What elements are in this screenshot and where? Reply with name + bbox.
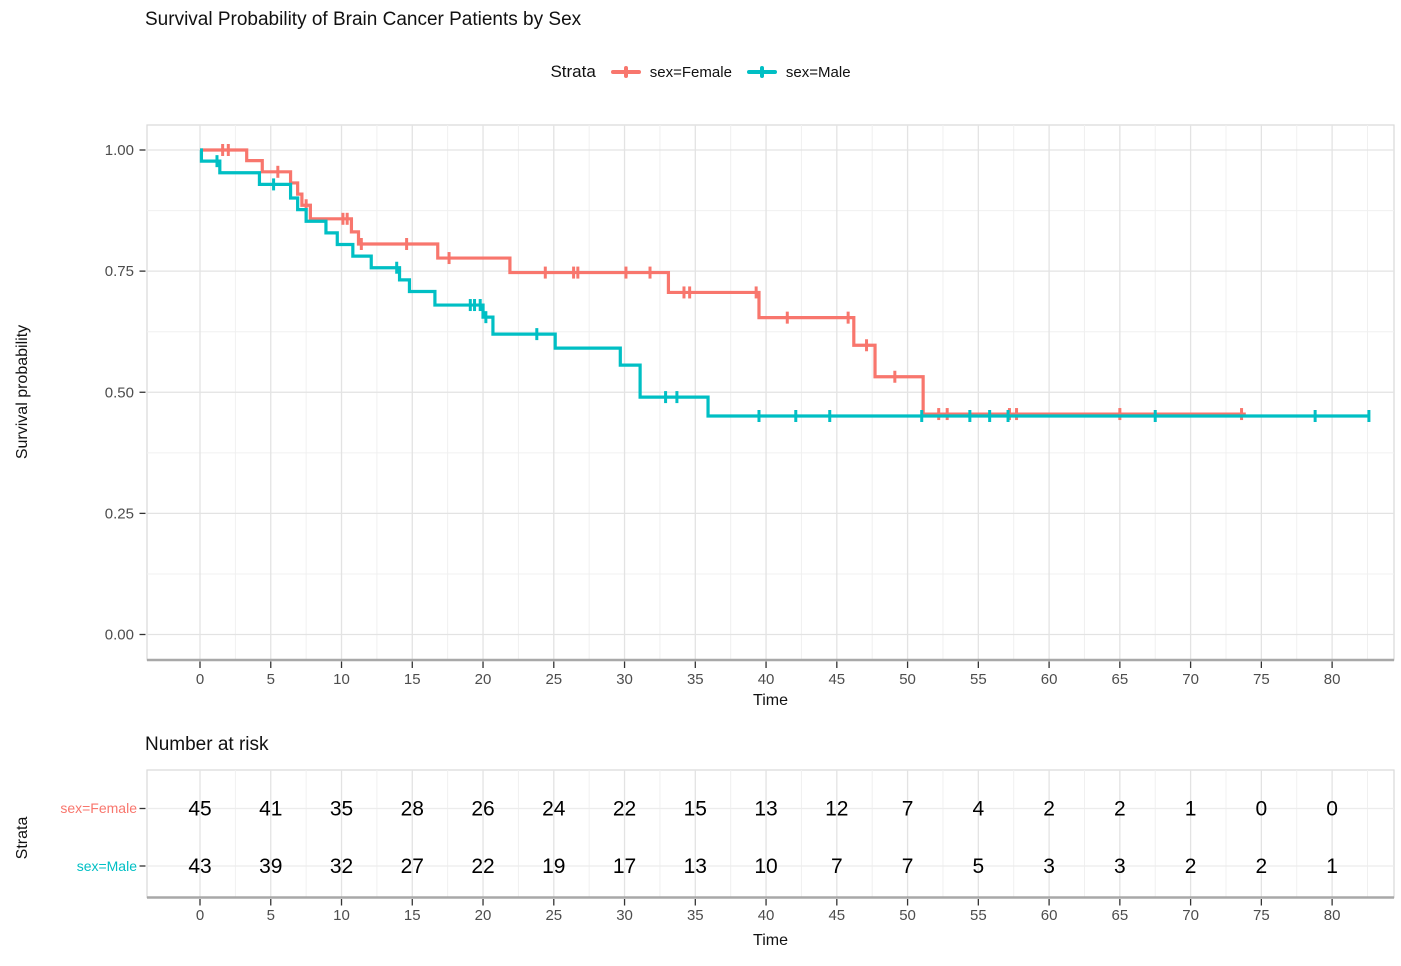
risk-value: 41 xyxy=(259,798,282,821)
risk-value: 4 xyxy=(972,798,984,821)
x-tick-label: 70 xyxy=(1182,671,1199,688)
risk-value: 13 xyxy=(684,855,707,878)
legend-label-female: sex=Female xyxy=(649,63,732,81)
x-tick-label: 50 xyxy=(899,907,916,924)
risk-value: 2 xyxy=(1185,855,1197,878)
risk-x-axis-title: Time xyxy=(753,932,788,949)
x-tick-label: 30 xyxy=(616,907,633,924)
x-tick-label: 5 xyxy=(267,907,275,924)
legend-title: Strata xyxy=(550,62,596,81)
km-curve-sex=Female xyxy=(200,148,1246,416)
risk-row-label-male: sex=Male xyxy=(76,858,137,874)
risk-value: 7 xyxy=(831,855,843,878)
risk-value: 0 xyxy=(1256,798,1268,821)
x-tick-label: 0 xyxy=(196,671,204,688)
y-tick-label: 0.50 xyxy=(105,384,134,401)
x-tick-label: 25 xyxy=(545,671,562,688)
risk-value: 27 xyxy=(401,855,424,878)
x-tick-label: 5 xyxy=(267,671,275,688)
x-axis-title: Time xyxy=(753,692,788,709)
x-tick-label: 50 xyxy=(899,671,916,688)
x-tick-label: 0 xyxy=(196,907,204,924)
x-tick-label: 60 xyxy=(1041,671,1058,688)
x-tick-label: 45 xyxy=(828,907,845,924)
legend-item-female: sex=Female xyxy=(610,63,732,81)
legend-label-male: sex=Male xyxy=(785,63,851,81)
x-tick-label: 75 xyxy=(1253,907,1270,924)
risk-value: 0 xyxy=(1326,798,1338,821)
risk-strata-axis-title: Strata xyxy=(14,816,31,860)
x-tick-label: 60 xyxy=(1041,907,1058,924)
risk-value: 2 xyxy=(1256,855,1268,878)
panel-background xyxy=(146,769,1395,899)
legend-item-male: sex=Male xyxy=(746,63,851,81)
x-tick-label: 65 xyxy=(1112,907,1129,924)
x-tick-label: 55 xyxy=(970,907,987,924)
x-tick-label: 25 xyxy=(545,907,562,924)
x-tick-label: 10 xyxy=(333,671,350,688)
risk-value: 5 xyxy=(972,855,984,878)
risk-table-title: Number at risk xyxy=(145,734,269,755)
risk-value: 32 xyxy=(330,855,353,878)
risk-value: 10 xyxy=(754,855,777,878)
risk-value: 3 xyxy=(1114,855,1126,878)
x-tick-label: 15 xyxy=(404,907,421,924)
x-tick-label: 15 xyxy=(404,671,421,688)
female-curve-key-icon xyxy=(610,64,641,80)
x-tick-label: 30 xyxy=(616,671,633,688)
risk-value: 26 xyxy=(471,798,494,821)
risk-value: 13 xyxy=(754,798,777,821)
x-tick-label: 80 xyxy=(1324,907,1341,924)
risk-value: 12 xyxy=(825,798,848,821)
risk-value: 7 xyxy=(902,798,914,821)
page-title: Survival Probability of Brain Cancer Pat… xyxy=(145,9,582,30)
male-curve-key-icon xyxy=(746,64,777,80)
legend: Strata sex=Female sex=Male xyxy=(0,62,1401,82)
x-tick-label: 20 xyxy=(475,671,492,688)
risk-value: 28 xyxy=(401,798,424,821)
risk-value: 1 xyxy=(1185,798,1197,821)
y-tick-label: 0.75 xyxy=(105,263,134,280)
x-tick-label: 20 xyxy=(475,907,492,924)
x-tick-label: 40 xyxy=(758,907,775,924)
risk-value: 1 xyxy=(1326,855,1338,878)
x-tick-label: 35 xyxy=(687,671,704,688)
risk-value: 24 xyxy=(542,798,566,821)
risk-value: 2 xyxy=(1114,798,1126,821)
x-tick-label: 70 xyxy=(1182,907,1199,924)
y-axis-title: Survival probability xyxy=(14,324,31,460)
y-tick-label: 0.25 xyxy=(105,505,134,522)
x-tick-label: 80 xyxy=(1324,671,1341,688)
risk-value: 45 xyxy=(188,798,211,821)
x-tick-label: 10 xyxy=(333,907,350,924)
x-tick-label: 35 xyxy=(687,907,704,924)
x-tick-label: 75 xyxy=(1253,671,1270,688)
risk-value: 2 xyxy=(1043,798,1055,821)
risk-value: 39 xyxy=(259,855,282,878)
x-tick-label: 40 xyxy=(758,671,775,688)
risk-value: 3 xyxy=(1043,855,1055,878)
risk-value: 7 xyxy=(902,855,914,878)
risk-value: 19 xyxy=(542,855,565,878)
x-tick-label: 45 xyxy=(828,671,845,688)
y-tick-label: 0.00 xyxy=(105,627,134,644)
risk-value: 43 xyxy=(188,855,211,878)
risk-value: 17 xyxy=(613,855,636,878)
risk-value: 15 xyxy=(684,798,707,821)
risk-value: 35 xyxy=(330,798,353,821)
x-tick-label: 55 xyxy=(970,671,987,688)
y-tick-label: 1.00 xyxy=(105,142,134,159)
risk-value: 22 xyxy=(471,855,494,878)
x-tick-label: 65 xyxy=(1112,671,1129,688)
risk-row-label-female: sex=Female xyxy=(60,800,137,816)
risk-value: 22 xyxy=(613,798,636,821)
